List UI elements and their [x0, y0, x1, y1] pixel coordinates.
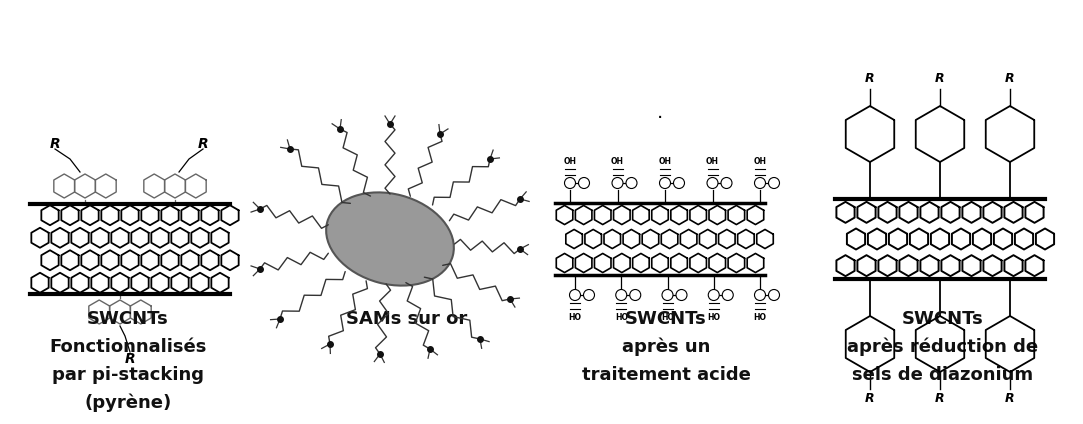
Text: OH: OH: [563, 156, 576, 165]
Circle shape: [769, 178, 780, 189]
Text: HO: HO: [707, 312, 720, 321]
Text: SAMs sur or: SAMs sur or: [345, 310, 467, 327]
Ellipse shape: [326, 192, 454, 286]
Text: (pyrène): (pyrène): [84, 393, 171, 412]
Text: OH: OH: [611, 156, 624, 165]
Text: HO: HO: [615, 312, 628, 321]
Circle shape: [722, 290, 733, 301]
Text: OH: OH: [706, 156, 719, 165]
Circle shape: [674, 178, 684, 189]
Circle shape: [662, 290, 673, 301]
Circle shape: [660, 178, 670, 189]
Text: ·: ·: [657, 109, 663, 128]
Text: R: R: [936, 393, 944, 405]
Text: Fonctionnalisés: Fonctionnalisés: [49, 338, 207, 355]
Circle shape: [564, 178, 575, 189]
Circle shape: [755, 290, 766, 301]
Text: R: R: [125, 352, 135, 366]
Circle shape: [578, 178, 589, 189]
Text: HO: HO: [661, 312, 674, 321]
Text: sels de diazonium: sels de diazonium: [851, 365, 1033, 384]
Text: après un: après un: [622, 338, 710, 356]
Text: OH: OH: [754, 156, 767, 165]
Circle shape: [629, 290, 641, 301]
Text: R: R: [1005, 393, 1015, 405]
Circle shape: [584, 290, 595, 301]
Text: R: R: [936, 73, 944, 86]
Circle shape: [570, 290, 580, 301]
Circle shape: [708, 290, 719, 301]
Circle shape: [626, 178, 637, 189]
Text: traitement acide: traitement acide: [582, 365, 751, 384]
Text: R: R: [865, 73, 875, 86]
Text: par pi-stacking: par pi-stacking: [52, 365, 204, 384]
Circle shape: [676, 290, 687, 301]
Circle shape: [707, 178, 718, 189]
Text: OH: OH: [658, 156, 671, 165]
Text: SWCNTs: SWCNTs: [87, 310, 169, 327]
Text: R: R: [198, 137, 208, 151]
Text: R: R: [50, 137, 61, 151]
Text: R: R: [865, 393, 875, 405]
Text: après réduction de: après réduction de: [847, 338, 1038, 356]
Text: HO: HO: [754, 312, 767, 321]
Circle shape: [755, 178, 766, 189]
Circle shape: [616, 290, 627, 301]
Text: HO: HO: [569, 312, 582, 321]
Text: SWCNTs: SWCNTs: [625, 310, 707, 327]
Text: SWCNTs: SWCNTs: [901, 310, 983, 327]
Circle shape: [721, 178, 732, 189]
Circle shape: [769, 290, 780, 301]
Text: R: R: [1005, 73, 1015, 86]
Circle shape: [612, 178, 623, 189]
